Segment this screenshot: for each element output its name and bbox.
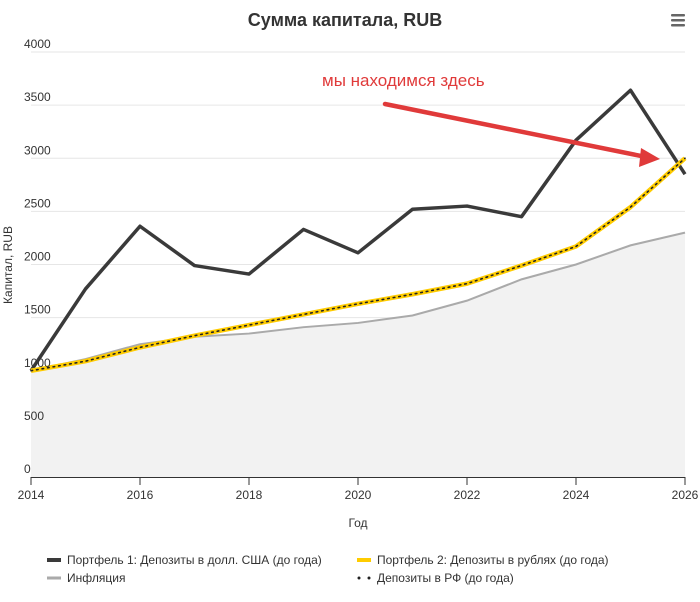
legend-swatch-dot — [368, 577, 371, 580]
x-axis-title: Год — [348, 516, 367, 530]
legend-label: Портфель 2: Депозиты в рублях (до года) — [377, 553, 609, 567]
x-tick-label: 2022 — [454, 488, 481, 502]
legend-item-portfolio-2[interactable]: Портфель 2: Депозиты в рублях (до года) — [357, 553, 609, 567]
y-tick-label: 4000 — [24, 37, 51, 51]
legend-item-inflation[interactable]: Инфляция — [47, 571, 125, 585]
y-tick-label: 1500 — [24, 303, 51, 317]
annotation: мы находимся здесь — [322, 71, 660, 167]
legend-label: Инфляция — [67, 571, 125, 585]
x-tick-label: 2024 — [563, 488, 590, 502]
legend-item-portfolio-1[interactable]: Портфель 1: Депозиты в долл. США (до год… — [47, 553, 322, 567]
annotation-arrow-head — [639, 148, 660, 167]
y-tick-label: 1000 — [24, 356, 51, 370]
y-tick-label: 2500 — [24, 196, 51, 210]
y-tick-label: 3000 — [24, 143, 51, 157]
x-tick-label: 2020 — [345, 488, 372, 502]
inflation-area-fill — [31, 233, 685, 477]
hamburger-menu-icon[interactable] — [667, 10, 689, 30]
x-tick-label: 2016 — [127, 488, 154, 502]
x-tick-label: 2026 — [672, 488, 699, 502]
y-tick-label: 0 — [24, 462, 31, 476]
legend-item-deposits-rf[interactable]: Депозиты в РФ (до года) — [358, 571, 514, 585]
y-axis-title: Капитал, RUB — [1, 226, 15, 304]
x-tick-label: 2014 — [18, 488, 45, 502]
inflation-area — [31, 233, 685, 477]
y-tick-label: 3500 — [24, 90, 51, 104]
legend-swatch-dot — [358, 577, 361, 580]
chart-title: Сумма капитала, RUB — [248, 10, 442, 30]
y-tick-label: 500 — [24, 409, 44, 423]
legend-label: Депозиты в РФ (до года) — [377, 571, 514, 585]
annotation-text: мы находимся здесь — [322, 71, 485, 90]
legend: Портфель 1: Депозиты в долл. США (до год… — [47, 553, 609, 585]
legend-label: Портфель 1: Депозиты в долл. США (до год… — [67, 553, 322, 567]
x-tick-label: 2018 — [236, 488, 263, 502]
y-tick-label: 2000 — [24, 250, 51, 264]
